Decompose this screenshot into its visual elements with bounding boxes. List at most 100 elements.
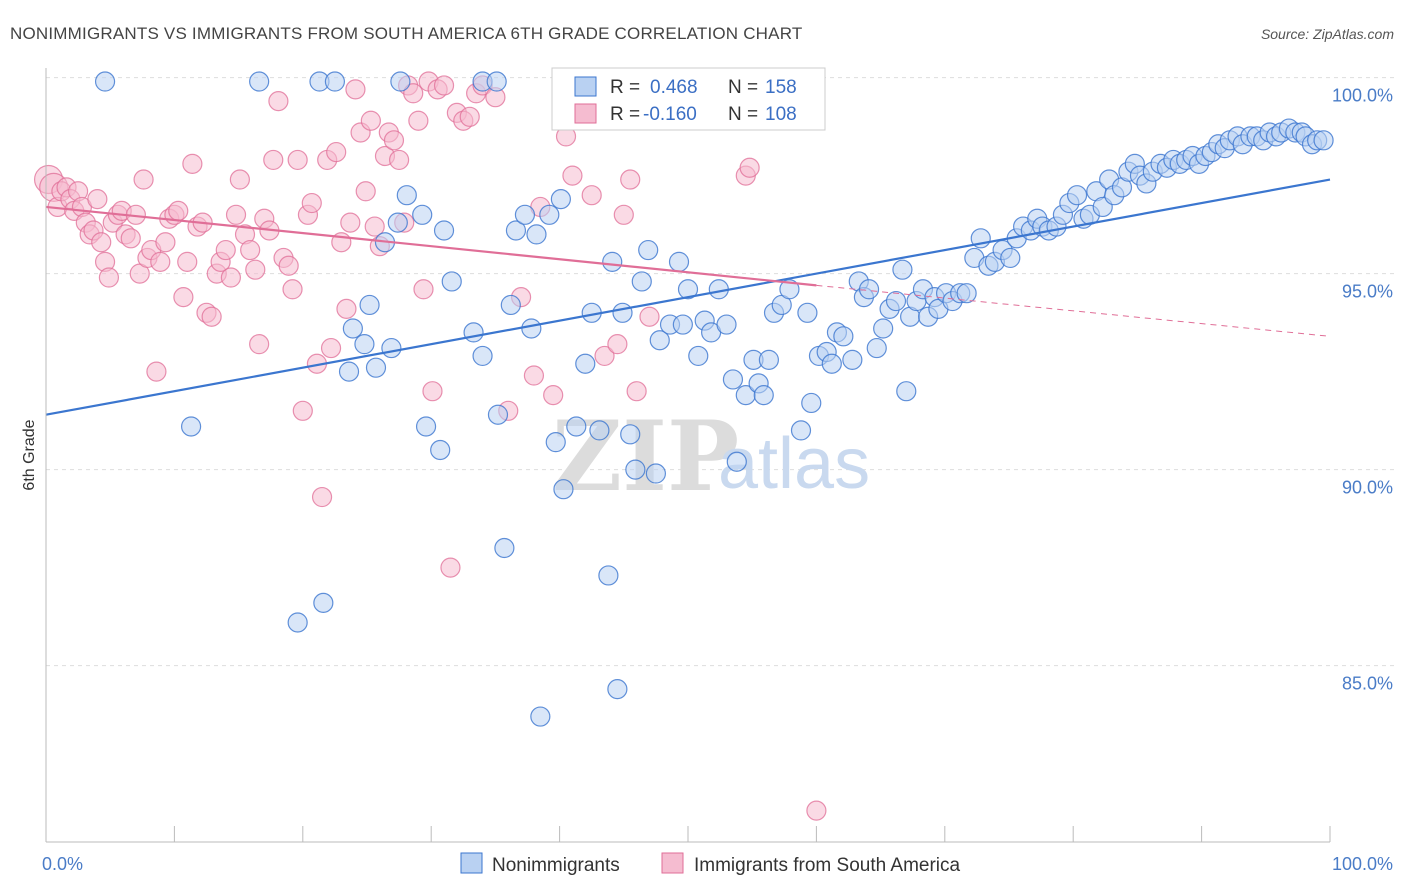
point-immigrants-46 [240,239,261,261]
y-tick-label-0: 85.0% [1342,674,1393,694]
legend-frame [551,67,826,131]
point-immigrants-101 [581,185,602,206]
legend-swatch-pink [574,103,597,124]
x-tick-label-max: 100.0% [1332,854,1393,874]
point-immigrants-71 [360,110,381,131]
point-immigrants-90 [459,106,480,127]
point-nonimmigrants-49 [645,463,667,484]
point-nonimmigrants-83 [873,318,894,339]
point-immigrants-41 [215,239,236,261]
point-nonimmigrants-81 [858,279,880,300]
point-immigrants-47 [245,259,266,280]
point-nonimmigrants-55 [688,345,709,367]
point-immigrants-100 [562,165,583,186]
series-immigrants-points [33,71,827,821]
point-nonimmigrants-43 [607,679,628,700]
point-immigrants-68 [345,79,366,100]
point-nonimmigrants-34 [545,432,566,453]
point-immigrants-51 [263,149,284,171]
point-nonimmigrants-77 [833,326,854,347]
point-nonimmigrants-25 [472,345,493,367]
point-nonimmigrants-7 [180,416,202,437]
point-immigrants-20 [120,228,141,249]
trend-line-immigrants [45,205,817,287]
point-immigrants-66 [336,298,357,319]
point-nonimmigrants-31 [521,318,542,339]
point-immigrants-43 [225,204,247,225]
point-nonimmigrants-3 [324,71,345,92]
point-nonimmigrants-46 [625,459,646,480]
point-nonimmigrants-65 [753,385,774,406]
trend-line-immigrants-extension [816,284,1331,337]
point-nonimmigrants-85 [885,290,907,312]
legend-r-label-blue: R = [610,77,640,98]
point-nonimmigrants-60 [722,369,744,390]
point-immigrants-86 [433,75,455,96]
point-nonimmigrants-11 [342,318,363,339]
chart-title: NONIMMIGRANTS VS IMMIGRANTS FROM SOUTH A… [10,24,802,43]
bottom-legend-swatch-immigrants [661,852,684,874]
point-nonimmigrants-33 [539,204,560,225]
point-immigrants-55 [282,279,303,300]
point-nonimmigrants-152 [530,706,551,727]
point-immigrants-38 [201,306,222,327]
point-immigrants-67 [340,212,361,233]
point-nonimmigrants-45 [620,424,641,445]
point-nonimmigrants-22 [433,220,455,241]
point-nonimmigrants-151 [1313,130,1334,151]
point-immigrants-54 [278,255,299,276]
y-tick-label-1: 90.0% [1342,478,1393,498]
legend-swatch-blue [574,76,597,97]
trend-lines [45,178,1331,416]
point-immigrants-32 [173,287,194,308]
point-nonimmigrants-26 [487,404,509,425]
point-nonimmigrants-18 [396,185,417,206]
point-immigrants-108 [806,800,827,821]
point-nonimmigrants-59 [716,314,737,335]
point-immigrants-70 [355,181,376,202]
point-nonimmigrants-28 [500,294,521,316]
point-nonimmigrants-10 [338,361,360,382]
point-nonimmigrants-86 [892,259,913,280]
trend-line-nonimmigrants [45,178,1331,416]
point-immigrants-48 [249,334,270,355]
legend-r-value-pink: -0.160 [643,104,697,125]
point-immigrants-81 [408,110,429,131]
point-immigrants-28 [155,232,176,253]
legend-n-label-pink: N = [728,104,758,125]
point-nonimmigrants-71 [797,302,818,323]
point-nonimmigrants-16 [381,337,402,359]
point-immigrants-82 [413,279,434,300]
point-immigrants-52 [268,91,289,112]
point-nonimmigrants-40 [589,420,610,441]
watermark-zip: ZIP [552,400,739,513]
point-nonimmigrants-52 [668,251,690,272]
legend-n-value-pink: 108 [765,104,797,125]
point-nonimmigrants-75 [821,353,842,374]
point-immigrants-34 [182,153,203,174]
point-nonimmigrants-30 [514,204,536,225]
point-immigrants-105 [620,169,641,190]
point-nonimmigrants-82 [866,337,887,359]
point-nonimmigrants-8 [287,612,308,633]
legend-n-value-blue: 158 [765,77,797,98]
x-tick-label-min: 0.0% [42,854,83,874]
legend-r-label-pink: R = [610,104,640,125]
point-immigrants-72 [364,216,385,237]
point-immigrants-56 [287,149,308,171]
point-immigrants-77 [389,149,410,171]
axes [45,68,1331,843]
y-axis-label: 6th Grade [21,419,38,490]
point-nonimmigrants-42 [602,251,623,272]
point-immigrants-104 [613,204,634,225]
point-immigrants-76 [383,130,405,151]
point-immigrants-84 [422,381,443,402]
point-nonimmigrants-38 [575,353,596,374]
point-immigrants-103 [607,334,628,355]
point-immigrants-57 [292,400,313,421]
point-immigrants-102 [594,345,615,367]
legend-box: R = 0.468 N = 158 R = -0.160 N = 108 [551,67,826,131]
point-nonimmigrants-17 [387,212,408,233]
point-nonimmigrants-53 [672,314,693,335]
